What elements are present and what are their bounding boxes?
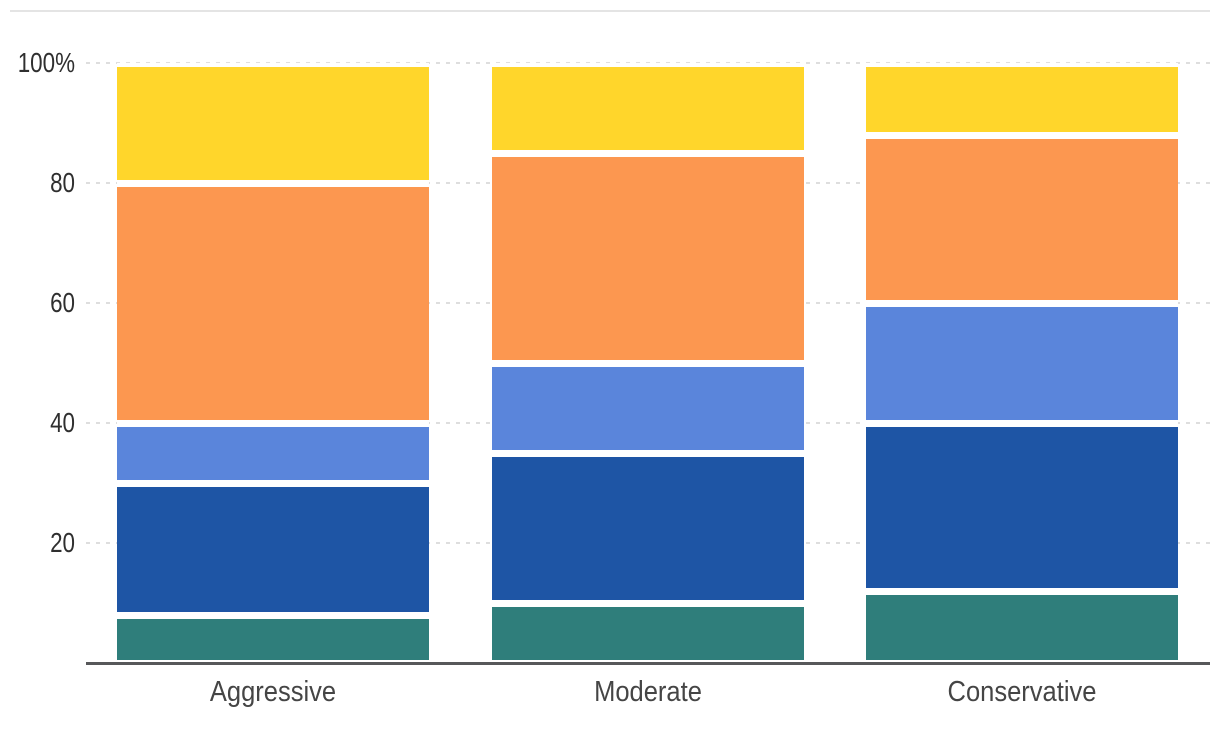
x-axis-category-label: Conservative [947, 676, 1097, 708]
bar-segment-teal-aggressive [117, 615, 429, 663]
bar-segment-orange-conservative [866, 135, 1178, 303]
y-axis-tick-label: 100% [17, 47, 75, 78]
bar-segment-yellow-aggressive [117, 63, 429, 183]
bar-column-conservative [866, 63, 1178, 663]
bar-segment-yellow-moderate [492, 63, 804, 153]
bar-segment-orange-aggressive [117, 183, 429, 423]
top-divider [10, 10, 1210, 12]
y-axis-tick-label: 40 [50, 407, 75, 438]
x-axis-category-label: Aggressive [209, 676, 337, 708]
bar-segment-navy-aggressive [117, 483, 429, 615]
bar-segment-blue-conservative [866, 303, 1178, 423]
bar-segment-blue-moderate [492, 363, 804, 453]
y-axis-tick-label: 20 [50, 527, 75, 558]
bar-segment-orange-moderate [492, 153, 804, 363]
x-axis-line [86, 662, 1210, 665]
bar-column-moderate [492, 63, 804, 663]
bar-segment-yellow-conservative [866, 63, 1178, 135]
bar-segment-navy-moderate [492, 453, 804, 603]
bar-segment-navy-conservative [866, 423, 1178, 591]
bar-segment-teal-moderate [492, 603, 804, 663]
bar-column-aggressive [117, 63, 429, 663]
bar-segment-teal-conservative [866, 591, 1178, 663]
bar-segment-blue-aggressive [117, 423, 429, 483]
x-axis-category-label: Moderate [594, 676, 702, 708]
y-axis-tick-label: 60 [50, 287, 75, 318]
y-axis-tick-label: 80 [50, 167, 75, 198]
